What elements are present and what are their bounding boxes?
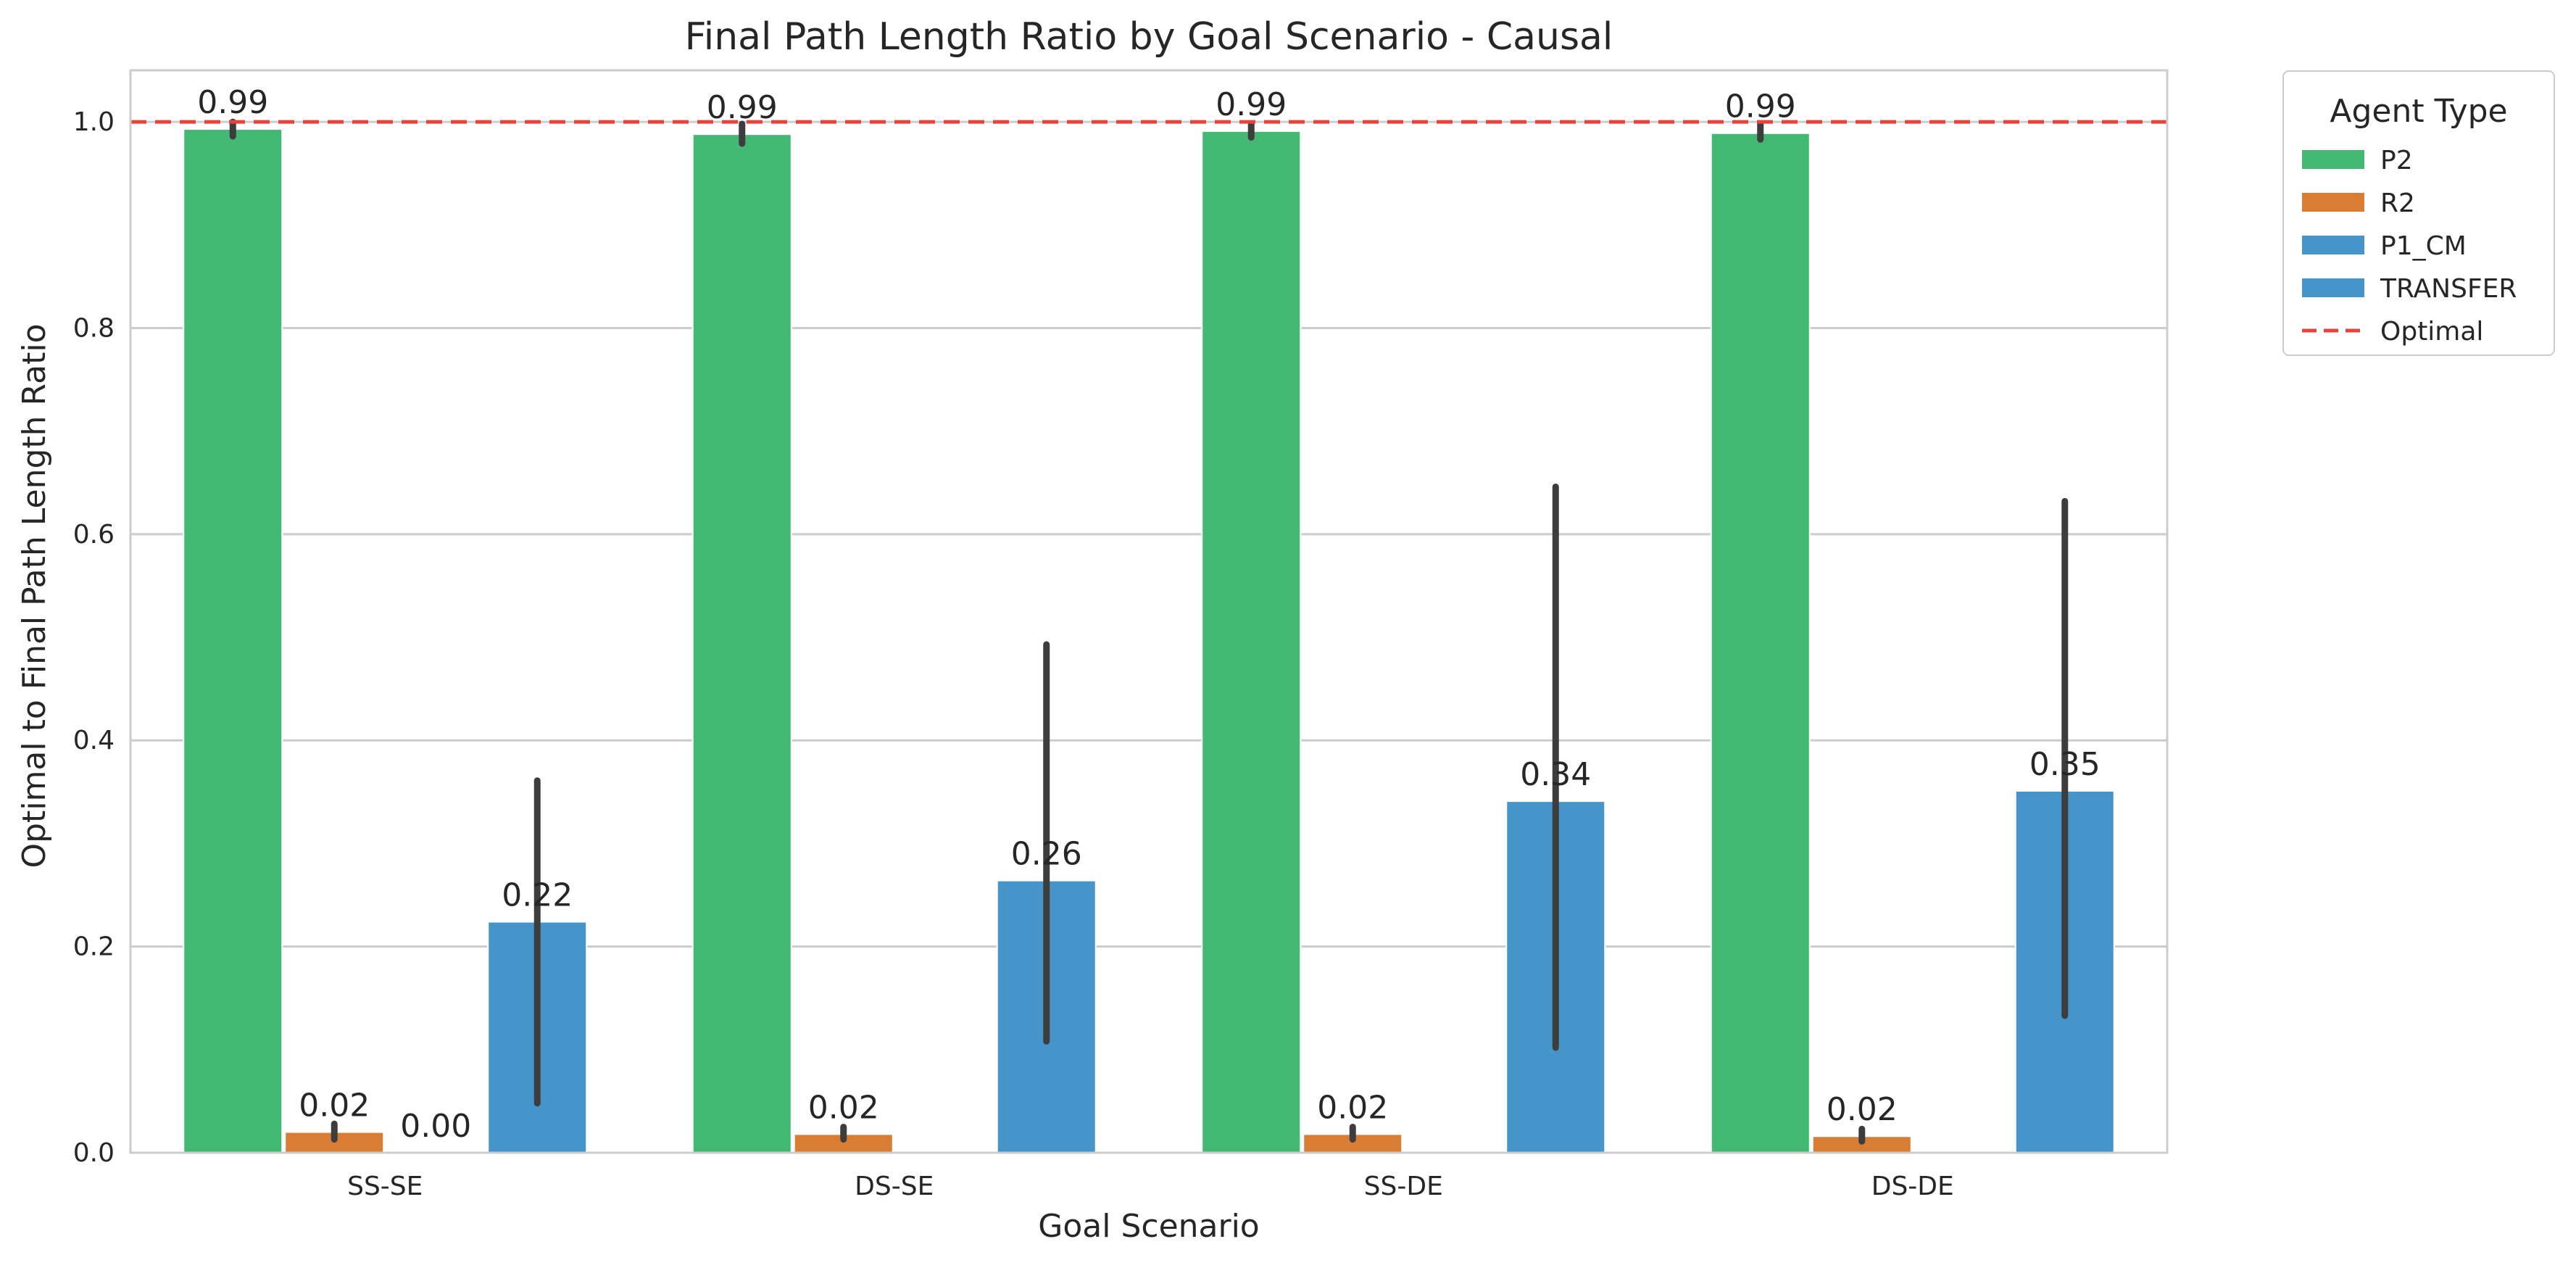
value-label-r2-ss-se: 0.02 bbox=[299, 1087, 370, 1124]
legend-label-p1_cm: P1_CM bbox=[2380, 231, 2467, 261]
y-tick-label: 0.4 bbox=[73, 726, 115, 755]
value-label-transfer-ds-se: 0.26 bbox=[1011, 836, 1082, 873]
y-axis-label: Optimal to Final Path Length Ratio bbox=[16, 324, 53, 869]
legend-title: Agent Type bbox=[2330, 93, 2507, 130]
legend-label-optimal: Optimal bbox=[2380, 317, 2483, 347]
y-tick-label: 0.8 bbox=[73, 313, 115, 343]
value-label-p2-ss-de: 0.99 bbox=[1216, 86, 1287, 123]
plot-area: 0.0 0.2 0.4 0.6 0.8 1.0 0.99 0.02 0.00 0.22 SS-SE 0… bbox=[73, 69, 2169, 1201]
y-tick-label: 0.0 bbox=[73, 1138, 115, 1168]
y-tick-label: 0.2 bbox=[73, 932, 115, 962]
legend: Agent Type P2 R2 P1_CM TRANSFER Optimal bbox=[2282, 70, 2555, 356]
legend-label-r2: R2 bbox=[2380, 188, 2415, 218]
legend-label-p2: P2 bbox=[2380, 146, 2413, 175]
legend-swatch-transfer bbox=[2302, 278, 2364, 297]
y-tick-label: 0.6 bbox=[73, 520, 115, 550]
legend-swatch-r2 bbox=[2302, 193, 2364, 212]
value-label-p1_cm-ss-se: 0.00 bbox=[400, 1108, 471, 1145]
x-tick-label: SS-SE bbox=[347, 1172, 423, 1201]
plot-background bbox=[130, 70, 2167, 1153]
x-tick-label: DS-DE bbox=[1871, 1172, 1954, 1201]
legend-swatch-p1_cm bbox=[2302, 236, 2364, 254]
legend-swatch-p2 bbox=[2302, 150, 2364, 169]
chart-title: Final Path Length Ratio by Goal Scenario… bbox=[685, 15, 1613, 59]
value-label-r2-ds-de: 0.02 bbox=[1827, 1091, 1898, 1128]
x-axis-label: Goal Scenario bbox=[1038, 1208, 1259, 1245]
value-label-transfer-ss-se: 0.22 bbox=[502, 877, 573, 913]
value-label-r2-ds-se: 0.02 bbox=[808, 1089, 879, 1126]
x-tick-label: SS-DE bbox=[1364, 1172, 1443, 1201]
value-label-transfer-ds-de: 0.35 bbox=[2029, 746, 2101, 783]
value-label-p2-ds-de: 0.99 bbox=[1725, 88, 1796, 125]
value-label-p2-ss-se: 0.99 bbox=[197, 84, 268, 121]
bar-p2-ds-se bbox=[691, 133, 792, 1154]
bar-p2-ss-se bbox=[183, 128, 283, 1153]
plot-frame bbox=[129, 69, 2169, 1154]
value-label-p2-ds-se: 0.99 bbox=[707, 89, 778, 126]
value-label-r2-ss-de: 0.02 bbox=[1317, 1089, 1388, 1126]
value-label-transfer-ss-de: 0.34 bbox=[1520, 756, 1591, 793]
y-tick-label: 1.0 bbox=[73, 107, 115, 137]
legend-label-transfer: TRANSFER bbox=[2380, 274, 2517, 304]
bar-p2-ds-de bbox=[1710, 132, 1811, 1153]
x-tick-label: DS-SE bbox=[855, 1172, 934, 1201]
bar-p2-ss-de bbox=[1201, 130, 1302, 1154]
